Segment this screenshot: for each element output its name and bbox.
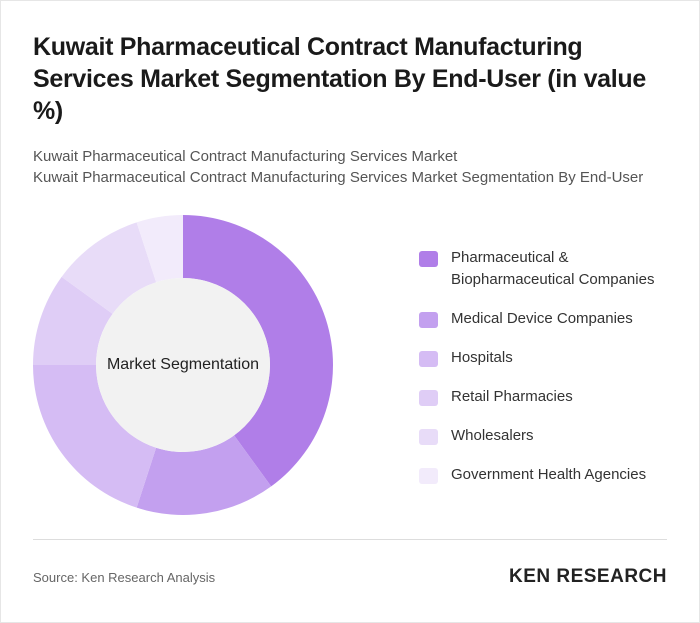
legend-swatch [419, 312, 438, 328]
donut-slice [33, 276, 113, 365]
logo: KEN RESEARCH [508, 566, 667, 587]
legend-swatch [419, 468, 438, 484]
legend-swatch [419, 429, 438, 445]
donut-slice [61, 222, 157, 314]
legend-swatch [419, 351, 438, 367]
subtitle-line: Kuwait Pharmaceutical Contract Manufactu… [33, 169, 644, 186]
chart-title: Kuwait Pharmaceutical Contract Manufactu… [33, 33, 646, 125]
subtitle-line: Kuwait Pharmaceutical Contract Manufactu… [33, 148, 458, 165]
legend-item: Government Health Agencies [419, 464, 679, 486]
legend-item: Retail Pharmacies [419, 386, 679, 408]
center-label: Market Segmentation [107, 356, 259, 373]
legend-label: Retail Pharmacies [451, 388, 573, 405]
legend-item: Hospitals [419, 347, 679, 369]
chart: Market Segmentation [33, 215, 333, 515]
legend-label: Government Health Agencies [451, 466, 647, 483]
divider [33, 539, 667, 540]
subtitle: Kuwait Pharmaceutical Contract Manufactu… [33, 146, 643, 188]
legend: Pharmaceutical & Biopharmaceutical Compa… [419, 247, 679, 503]
legend-label: Pharmaceutical & Biopharmaceutical Compa… [451, 249, 655, 288]
legend-label: Hospitals [451, 349, 513, 366]
legend-label: Medical Device Companies [451, 310, 633, 327]
legend-item: Pharmaceutical & Biopharmaceutical Compa… [419, 247, 679, 291]
donut-slice [136, 215, 183, 283]
legend-swatch [419, 251, 438, 267]
legend-item: Wholesalers [419, 425, 679, 447]
legend-item: Medical Device Companies [419, 308, 679, 330]
legend-label: Wholesalers [451, 427, 534, 444]
donut-slice [33, 365, 157, 508]
source: Source: Ken Research Analysis [33, 570, 216, 585]
legend-swatch [419, 390, 438, 406]
donut-slice [183, 215, 333, 487]
donut-slice [136, 435, 272, 515]
donut-hole [96, 278, 270, 452]
